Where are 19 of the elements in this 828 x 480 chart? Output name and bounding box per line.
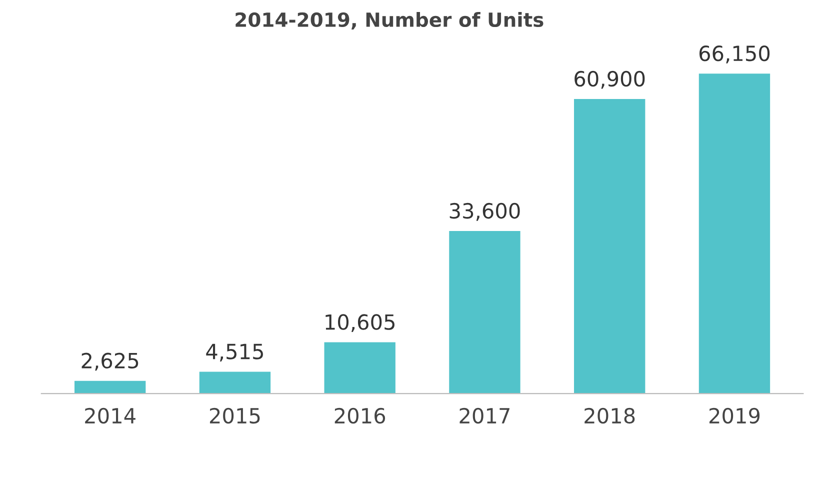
chart-title: 2014-2019, Number of Units (236, 12, 544, 30)
x-tick-label: 2014 (85, 408, 136, 424)
bar (698, 74, 770, 394)
x-tick-label: 2017 (460, 408, 510, 424)
bar (199, 372, 271, 394)
data-label: 4,515 (206, 344, 263, 362)
x-tick-label: 2018 (584, 408, 635, 424)
data-label: 66,150 (699, 45, 770, 64)
x-tick-label: 2015 (210, 408, 260, 424)
bar (574, 98, 646, 394)
data-label: 10,605 (326, 314, 394, 332)
bar (449, 231, 520, 394)
data-label: 2,625 (82, 352, 138, 371)
bar (324, 342, 396, 394)
data-label: 60,900 (574, 70, 645, 89)
x-tick-label: 2016 (334, 408, 386, 424)
bar (74, 380, 146, 394)
data-label: 33,600 (450, 202, 520, 221)
x-tick-label: 2019 (709, 408, 760, 424)
